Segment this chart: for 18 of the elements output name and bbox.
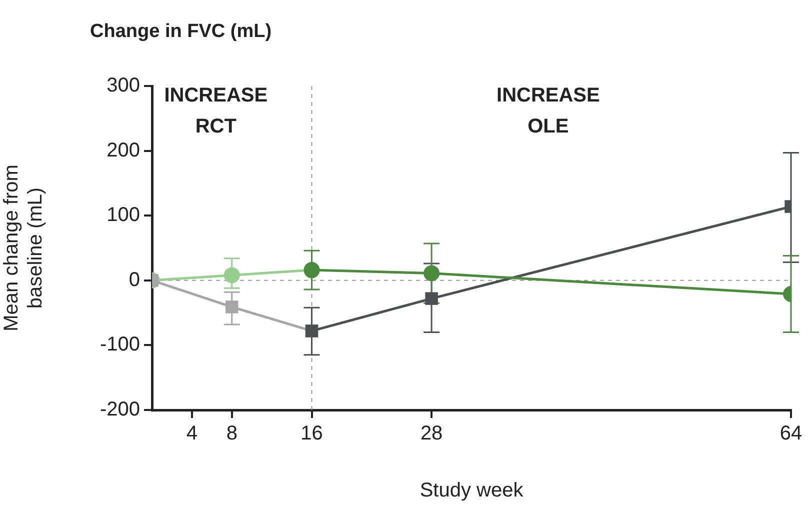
- y-tick-label: -100: [100, 334, 140, 356]
- x-tick-label: 64: [780, 422, 802, 445]
- annotation: INCREASE RCT: [164, 84, 268, 138]
- y-tick-label: 0: [128, 268, 140, 291]
- y-tick-label: 200: [106, 139, 140, 162]
- y-tick-label: 300: [106, 74, 140, 97]
- annotation: INCREASE OLE: [496, 84, 600, 138]
- y-axis-title: Mean change from baseline (mL): [0, 164, 47, 332]
- point: [425, 292, 438, 305]
- x-tick-label: 8: [226, 422, 238, 445]
- x-tick-label: 16: [300, 422, 323, 445]
- x-tick-label: 4: [186, 422, 198, 445]
- y-tick-label: 100: [106, 204, 140, 226]
- chart-title: Change in FVC (mL): [90, 21, 272, 42]
- point: [424, 265, 440, 282]
- y-tick-label: -200: [100, 398, 140, 421]
- x-tick-label: 28: [420, 422, 443, 445]
- x-axis-title: Study week: [420, 480, 524, 502]
